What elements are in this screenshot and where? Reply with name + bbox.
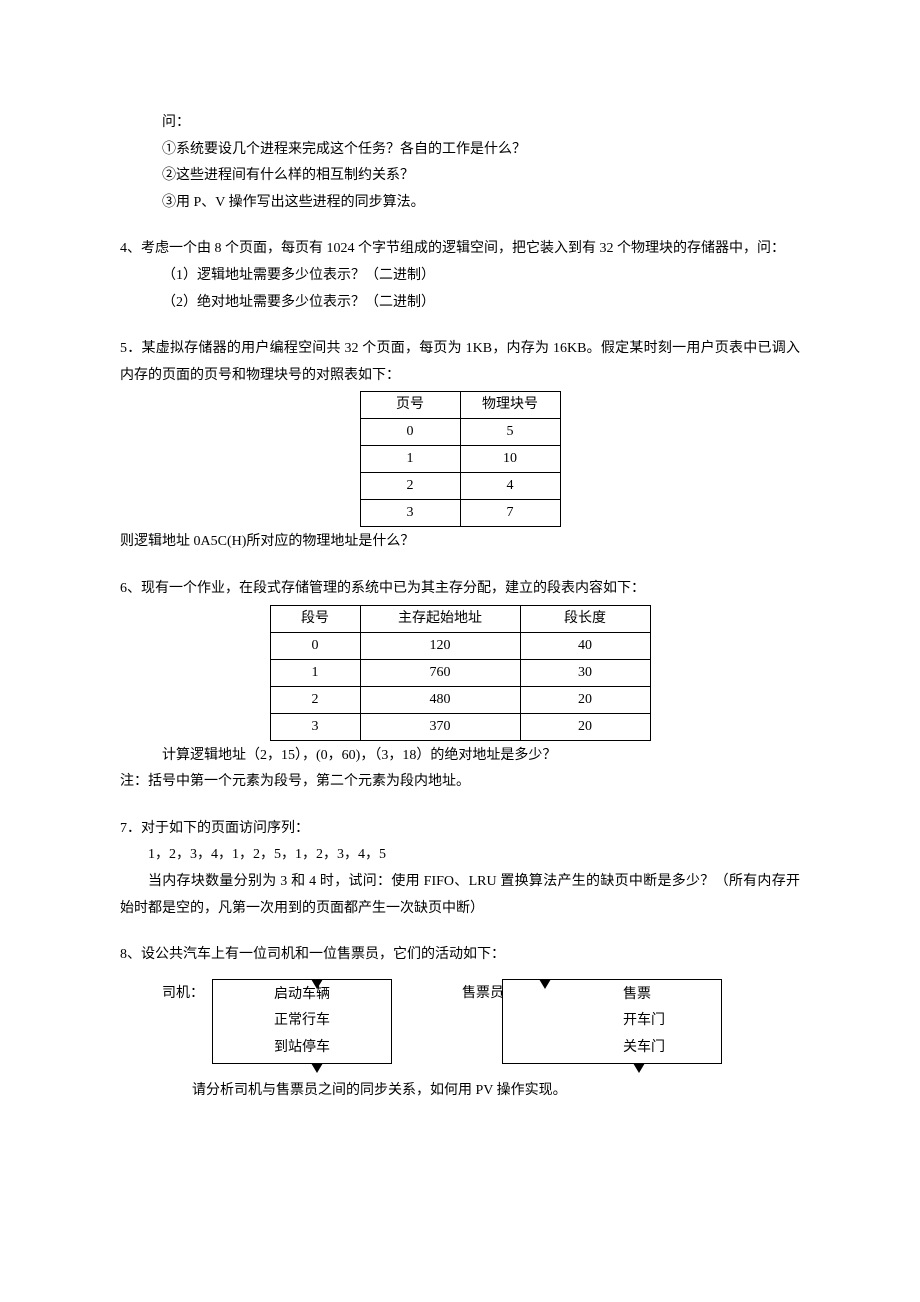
arrow-down-icon: [311, 1063, 323, 1073]
table-cell: 2: [360, 473, 460, 500]
table-header: 主存起始地址: [360, 605, 520, 632]
table-header: 段号: [270, 605, 360, 632]
q3-ask-label: 问：: [162, 110, 800, 137]
table-header-row: 页号 物理块号: [360, 392, 560, 419]
arrow-down-icon: [539, 979, 551, 989]
table-cell: 370: [360, 713, 520, 740]
table-row: 176030: [270, 659, 650, 686]
seller-label: 售票员: [462, 981, 504, 1008]
table-cell: 1: [360, 446, 460, 473]
driver-action: 正常行车: [213, 1008, 391, 1035]
table-cell: 1: [270, 659, 360, 686]
table-row: 337020: [270, 713, 650, 740]
table-cell: 4: [460, 473, 560, 500]
q5-tail: 则逻辑地址 0A5C(H)所对应的物理地址是什么？: [120, 529, 800, 556]
question-8: 8、设公共汽车上有一位司机和一位售票员，它们的活动如下： 司机： 启动车辆 正常…: [120, 942, 800, 1105]
q7-sequence: 1，2，3，4，1，2，5，1，2，3，4，5: [120, 842, 800, 869]
table-cell: 10: [460, 446, 560, 473]
seller-action: 关车门: [623, 1035, 721, 1062]
driver-label: 司机：: [162, 981, 204, 1008]
q4-sub-2: （2）绝对地址需要多少位表示？（二进制）: [162, 290, 800, 317]
table-cell: 7: [460, 500, 560, 527]
driver-column: 司机： 启动车辆 正常行车 到站停车: [162, 979, 462, 1065]
arrow-down-icon: [311, 979, 323, 989]
q5-stem: 5．某虚拟存储器的用户编程空间共 32 个页面，每页为 1KB，内存为 16KB…: [120, 336, 800, 389]
q3-sub-3: ③用 P、V 操作写出这些进程的同步算法。: [162, 190, 800, 217]
question-7: 7．对于如下的页面访问序列： 1，2，3，4，1，2，5，1，2，3，4，5 当…: [120, 816, 800, 922]
table-row: 37: [360, 500, 560, 527]
table-cell: 40: [520, 632, 650, 659]
seller-column: 售票员 售票 开车门 关车门: [462, 979, 762, 1065]
q6-tail-1: 计算逻辑地址（2，15），(0，60)，（3，18）的绝对地址是多少？: [120, 743, 800, 770]
question-3-tail: 问： ①系统要设几个进程来完成这个任务？各自的工作是什么？ ②这些进程间有什么样…: [120, 110, 800, 216]
q8-stem: 8、设公共汽车上有一位司机和一位售票员，它们的活动如下：: [120, 942, 800, 969]
table-cell: 30: [520, 659, 650, 686]
table-cell: 3: [270, 713, 360, 740]
question-4: 4、考虑一个由 8 个页面，每页有 1024 个字节组成的逻辑空间，把它装入到有…: [120, 236, 800, 316]
q8-diagram: 司机： 启动车辆 正常行车 到站停车 售票员 售票 开车门 关车门: [120, 979, 800, 1065]
table-header: 页号: [360, 392, 460, 419]
question-6: 6、现有一个作业，在段式存储管理的系统中已为其主存分配，建立的段表内容如下： 段…: [120, 576, 800, 796]
q8-footer: 请分析司机与售票员之间的同步关系，如何用 PV 操作实现。: [120, 1078, 800, 1105]
table-header: 物理块号: [460, 392, 560, 419]
seller-box: 售票 开车门 关车门: [502, 979, 722, 1065]
table-cell: 20: [520, 713, 650, 740]
table-row: 110: [360, 446, 560, 473]
table-cell: 3: [360, 500, 460, 527]
table-cell: 5: [460, 419, 560, 446]
table-header: 段长度: [520, 605, 650, 632]
q6-tail-2: 注：括号中第一个元素为段号，第二个元素为段内地址。: [120, 769, 800, 796]
question-5: 5．某虚拟存储器的用户编程空间共 32 个页面，每页为 1KB，内存为 16KB…: [120, 336, 800, 556]
driver-action: 启动车辆: [213, 982, 391, 1009]
driver-action: 到站停车: [213, 1035, 391, 1062]
q6-table: 段号 主存起始地址 段长度 012040 176030 248020 33702…: [270, 605, 651, 741]
arrow-down-icon: [633, 1063, 645, 1073]
q6-stem: 6、现有一个作业，在段式存储管理的系统中已为其主存分配，建立的段表内容如下：: [120, 576, 800, 603]
table-cell: 760: [360, 659, 520, 686]
q7-stem: 7．对于如下的页面访问序列：: [120, 816, 800, 843]
q3-sub-2: ②这些进程间有什么样的相互制约关系？: [162, 163, 800, 190]
seller-action: 售票: [623, 982, 721, 1009]
table-row: 24: [360, 473, 560, 500]
seller-action: 开车门: [623, 1008, 721, 1035]
table-cell: 0: [360, 419, 460, 446]
table-cell: 480: [360, 686, 520, 713]
q3-sub-1: ①系统要设几个进程来完成这个任务？各自的工作是什么？: [162, 137, 800, 164]
q4-sub-1: （1）逻辑地址需要多少位表示？（二进制）: [162, 263, 800, 290]
table-cell: 2: [270, 686, 360, 713]
table-row: 012040: [270, 632, 650, 659]
table-row: 05: [360, 419, 560, 446]
table-row: 248020: [270, 686, 650, 713]
table-cell: 120: [360, 632, 520, 659]
driver-box: 启动车辆 正常行车 到站停车: [212, 979, 392, 1065]
q7-tail: 当内存块数量分别为 3 和 4 时，试问：使用 FIFO、LRU 置换算法产生的…: [120, 869, 800, 922]
q4-stem: 4、考虑一个由 8 个页面，每页有 1024 个字节组成的逻辑空间，把它装入到有…: [120, 236, 800, 263]
table-header-row: 段号 主存起始地址 段长度: [270, 605, 650, 632]
q5-table: 页号 物理块号 05 110 24 37: [360, 391, 561, 527]
table-cell: 20: [520, 686, 650, 713]
table-cell: 0: [270, 632, 360, 659]
